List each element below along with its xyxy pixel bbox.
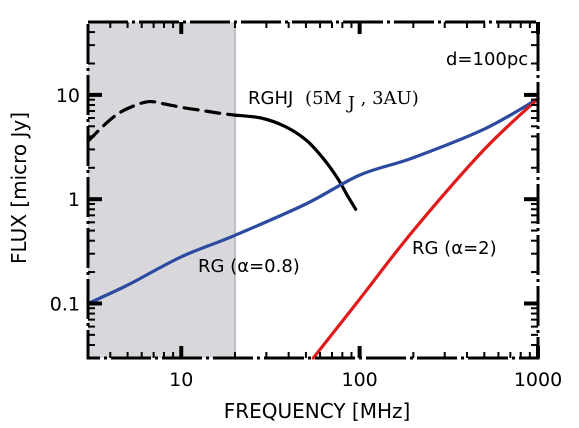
- rghj-label-main: RGHJ: [248, 88, 293, 109]
- y-axis-title: FLUX [micro Jy]: [7, 112, 31, 264]
- curves-group: [86, 97, 540, 360]
- x-tick-label: 100: [341, 369, 377, 391]
- rghj-label-subscript: J: [346, 93, 355, 114]
- x-axis-title: FREQUENCY [MHz]: [224, 399, 411, 423]
- rg-alpha-0.8-label: RG (α=0.8): [198, 256, 300, 277]
- rghj-label: RGHJ (5M J , 3AU): [248, 88, 419, 114]
- x-tick-label: 1000: [514, 369, 562, 391]
- y-tick-label: 10: [56, 85, 80, 107]
- rghj-curve-solid-segment: [233, 113, 358, 211]
- rg-alpha-0.8-curve: [86, 97, 540, 306]
- distance-annotation: d=100pc: [446, 49, 528, 70]
- rg-alpha-2-curve: [311, 97, 540, 360]
- x-tick-label: 10: [169, 369, 193, 391]
- rghj-label-params: (5M: [305, 88, 342, 109]
- shaded-region: [88, 22, 235, 358]
- plot-frame: [86, 20, 540, 360]
- y-tick-label: 0.1: [50, 293, 80, 315]
- rg-alpha-2-label: RG (α=2): [412, 238, 497, 259]
- rghj-label-tail: , 3AU): [361, 88, 419, 109]
- y-tick-label: 1: [68, 189, 80, 211]
- rghj-curve-dashed-segment: [86, 99, 237, 143]
- ticks-group: 10 100 1000 0.1 1 10: [50, 22, 562, 391]
